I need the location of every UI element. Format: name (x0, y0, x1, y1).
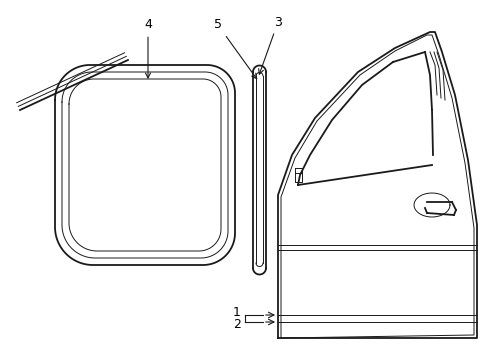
Text: 5: 5 (214, 18, 256, 79)
Text: 2: 2 (233, 318, 241, 330)
Text: 4: 4 (144, 18, 152, 78)
Text: 3: 3 (258, 15, 282, 74)
Text: 1: 1 (233, 306, 241, 320)
